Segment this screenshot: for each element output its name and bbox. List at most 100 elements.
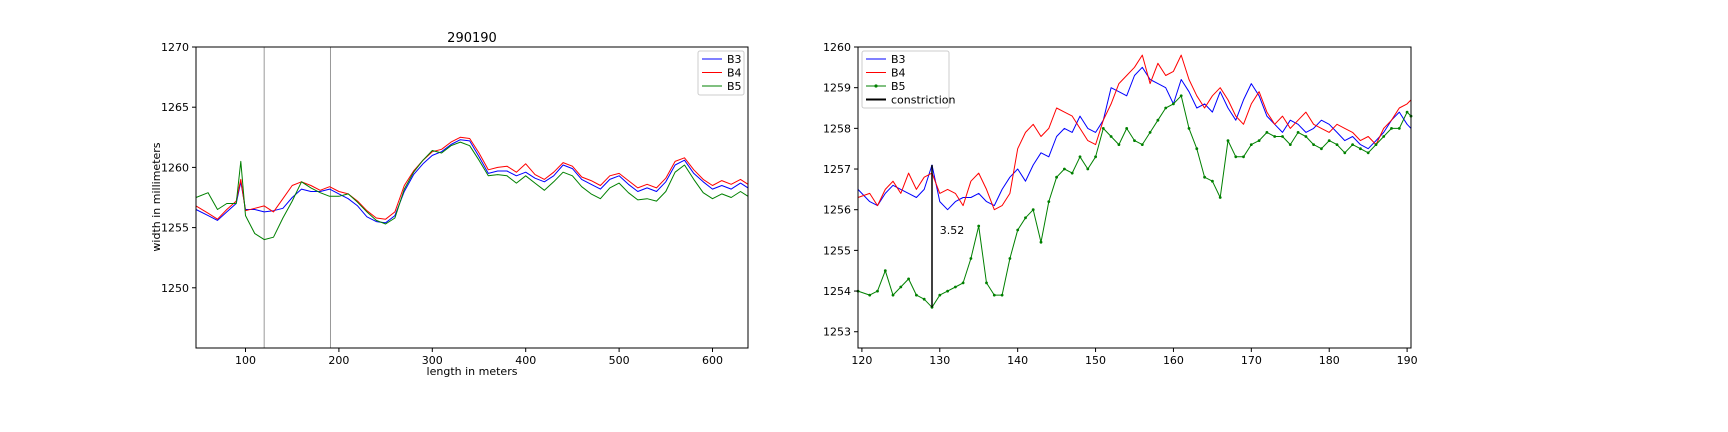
left-legend-label-b5: B5 — [727, 80, 742, 93]
right-series-b5-point — [1304, 135, 1308, 138]
right-series-b5-point — [1156, 118, 1160, 122]
left-xticks: 100 200 300 400 500 600 — [235, 348, 723, 367]
right-ytick-label: 1256 — [823, 204, 851, 217]
right-series-b5-point — [1000, 293, 1004, 297]
right-series-b5-point — [938, 293, 942, 297]
right-legend-label-b5: B5 — [891, 80, 906, 93]
right-series-b5-point — [1179, 94, 1183, 98]
right-xtick-label: 140 — [1007, 354, 1028, 367]
right-series-b5-point — [1312, 143, 1315, 147]
right-xticks: 120 130 140 150 160 170 180 190 — [851, 348, 1418, 367]
right-series-b5-point — [1226, 139, 1230, 143]
left-xtick-label: 300 — [422, 354, 443, 367]
right-series-b5-point — [1288, 143, 1292, 147]
right-series-b5-point — [1374, 143, 1378, 147]
right-series-b5-point — [1242, 155, 1245, 159]
left-xtick-label: 100 — [235, 354, 256, 367]
right-series-b5-point — [868, 293, 872, 297]
left-series — [195, 136, 749, 241]
right-series-b3-line — [857, 66, 1412, 211]
right-series-b5-point — [1109, 135, 1113, 138]
right-series-b5-point — [1211, 179, 1214, 183]
right-series-b5-point — [1397, 126, 1401, 130]
right-series-b5-point — [1125, 126, 1129, 130]
right-series-b5-point — [1257, 139, 1261, 143]
left-xtick-label: 500 — [609, 354, 630, 367]
right-series-b5-point — [1343, 151, 1347, 155]
right-series-b5-point — [1281, 135, 1284, 138]
right-series-b5-point — [1359, 147, 1362, 151]
left-legend-label-b3: B3 — [727, 53, 742, 66]
right-xtick-label: 180 — [1319, 354, 1340, 367]
right-series-b5-point — [1140, 143, 1144, 147]
left-series-b3-line — [195, 139, 749, 224]
right-series-b5-point — [922, 297, 926, 301]
right-series-b5-point — [1047, 200, 1051, 204]
right-series-b5-point — [876, 289, 879, 293]
right-series-b5-point — [1078, 155, 1082, 159]
right-ytick-label: 1254 — [823, 285, 851, 298]
right-series-b5-point — [946, 289, 949, 293]
right-series-b5-point — [1101, 126, 1105, 130]
right-series-b5-point — [1382, 135, 1386, 138]
left-ytick-label: 1260 — [161, 161, 189, 174]
right-series-b5-point — [1039, 240, 1043, 244]
right-annotation: 3.52 — [940, 224, 965, 237]
left-axes-frame — [195, 46, 749, 349]
right-axes-frame — [857, 46, 1412, 349]
right-series-b5-point — [899, 285, 903, 289]
right-series-b5-point — [1249, 143, 1253, 147]
left-ylabel: width in millimeters — [150, 142, 163, 251]
left-panel: 100 200 300 400 500 600 12501255126012651270 … — [150, 31, 749, 378]
right-series-b5-point — [1133, 139, 1136, 143]
right-xtick-label: 150 — [1085, 354, 1106, 367]
left-xtick-label: 200 — [328, 354, 349, 367]
left-xtick-label: 400 — [515, 354, 536, 367]
right-series-b5-point — [1335, 143, 1339, 147]
right-series — [856, 54, 1413, 309]
right-series-b5-point — [1117, 143, 1121, 147]
right-series-b5-point — [1296, 131, 1300, 134]
right-ytick-label: 1253 — [823, 326, 851, 339]
left-vlines — [263, 47, 331, 348]
right-series-b5-point — [1234, 155, 1238, 159]
right-series-b5-point — [1063, 167, 1066, 171]
left-title: 290190 — [447, 31, 497, 46]
right-series-b5-point — [1070, 171, 1074, 175]
right-series-b5-point — [1195, 147, 1199, 151]
right-annotations: 3.52 — [940, 224, 965, 237]
right-series-b5-point — [915, 293, 918, 297]
right-series-b5-point — [883, 269, 887, 273]
right-series-b5-point — [891, 293, 895, 297]
right-series-b5-line — [857, 95, 1412, 308]
right-xtick-label: 160 — [1163, 354, 1184, 367]
right-ytick-label: 1257 — [823, 163, 851, 176]
right-legend-marker-b5 — [874, 84, 878, 88]
right-series-b5-point — [985, 281, 988, 285]
right-series-b5-point — [954, 285, 957, 289]
right-series-b5-point — [969, 257, 973, 260]
left-legend-label-b4: B4 — [727, 67, 742, 80]
right-ytick-label: 1259 — [823, 82, 851, 95]
right-series-b5-point — [961, 281, 965, 285]
right-xtick-label: 120 — [851, 354, 872, 367]
right-series-b5-point — [1327, 139, 1331, 143]
left-ytick-label: 1265 — [161, 101, 189, 114]
right-yticks: 1253 1254 1255 1256 1257 1258 1259 1260 — [823, 41, 858, 339]
right-series-b5-point — [977, 224, 981, 228]
right-series-b5-point — [1366, 151, 1370, 155]
right-legend-label-b4: B4 — [891, 67, 906, 80]
right-series-b5-point — [1148, 131, 1152, 134]
right-series-b5-point — [1164, 106, 1168, 110]
right-series-b5-point — [1031, 208, 1035, 212]
left-xtick-label: 600 — [702, 354, 723, 367]
left-series-b5-line — [195, 141, 749, 241]
right-legend-label-constriction: constriction — [891, 94, 956, 107]
right-ytick-label: 1260 — [823, 41, 851, 54]
right-series-b4-line — [857, 54, 1412, 211]
right-series-b5-point — [1172, 102, 1175, 106]
left-ytick-label: 1250 — [161, 282, 189, 295]
right-legend-box — [861, 50, 950, 109]
